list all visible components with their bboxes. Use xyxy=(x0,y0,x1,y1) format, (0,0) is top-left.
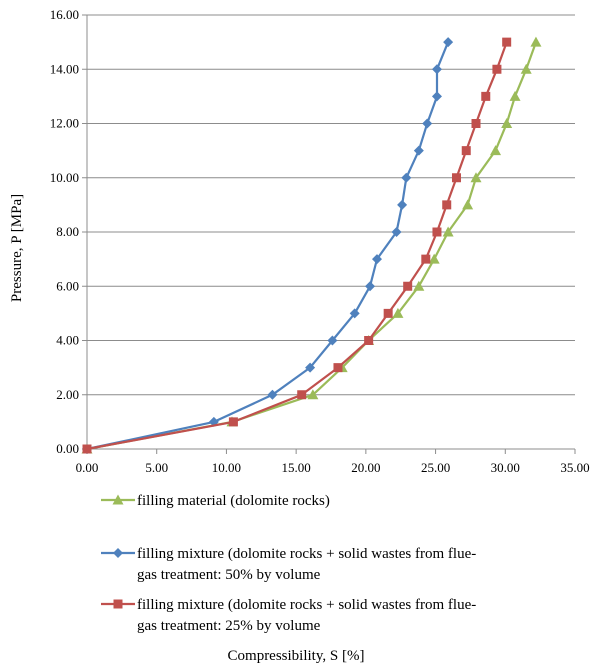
legend-marker xyxy=(113,599,123,609)
series-diamond xyxy=(82,37,454,454)
data-point xyxy=(392,307,404,318)
y-tick-label: 6.00 xyxy=(56,278,79,293)
data-point xyxy=(492,64,502,74)
y-tick-label: 14.00 xyxy=(50,61,79,76)
data-point xyxy=(462,199,474,210)
legend-entry: filling mixture (dolomite rocks + solid … xyxy=(101,546,476,583)
legend-label: filling mixture (dolomite rocks + solid … xyxy=(137,597,476,613)
legend-entry: filling material (dolomite rocks) xyxy=(101,493,330,509)
series-line xyxy=(86,41,508,451)
data-point xyxy=(442,200,452,210)
x-tick-label: 15.00 xyxy=(282,460,311,475)
legend-label: filling material (dolomite rocks) xyxy=(137,493,330,509)
data-point xyxy=(443,37,454,48)
legend: filling material (dolomite rocks) filling… xyxy=(101,493,476,634)
data-point xyxy=(327,335,338,346)
series-triangle xyxy=(81,36,542,454)
series-square xyxy=(82,37,512,454)
y-axis-title: Pressure, P [MPa] xyxy=(9,194,25,302)
y-tick-label: 10.00 xyxy=(50,170,79,185)
data-point xyxy=(442,226,454,237)
data-point xyxy=(305,362,316,373)
y-tick-label: 4.00 xyxy=(56,333,79,348)
data-point xyxy=(470,172,482,183)
data-point xyxy=(428,253,440,264)
data-point xyxy=(502,37,512,47)
data-point xyxy=(397,199,408,210)
data-point xyxy=(349,308,360,319)
data-point xyxy=(490,145,502,156)
data-point xyxy=(372,254,383,265)
data-point xyxy=(431,64,442,75)
axes xyxy=(82,14,576,454)
x-tick-label: 0.00 xyxy=(76,460,99,475)
data-point xyxy=(403,281,413,291)
data-point xyxy=(471,119,481,128)
y-tick-label: 16.00 xyxy=(50,7,79,22)
data-point xyxy=(422,118,433,129)
data-point xyxy=(267,389,278,400)
series-group xyxy=(81,36,542,454)
legend-entry: filling mixture (dolomite rocks + solid … xyxy=(101,597,476,634)
legend-label: gas treatment: 50% by volume xyxy=(137,567,321,583)
x-tick-label: 10.00 xyxy=(212,460,241,475)
x-tick-label: 25.00 xyxy=(421,460,450,475)
x-tick-label: 35.00 xyxy=(560,460,589,475)
data-point xyxy=(451,173,461,183)
data-point xyxy=(501,118,513,128)
y-tick-label: 0.00 xyxy=(56,441,79,456)
data-point xyxy=(228,417,238,427)
y-tick-label: 8.00 xyxy=(56,224,79,239)
legend-label: filling mixture (dolomite rocks + solid … xyxy=(137,546,476,562)
data-point xyxy=(520,63,532,74)
x-tick-label: 30.00 xyxy=(491,460,520,475)
data-point xyxy=(421,254,431,264)
legend-marker xyxy=(112,494,124,505)
data-point xyxy=(82,444,92,454)
data-point xyxy=(391,227,402,237)
data-point xyxy=(365,281,376,292)
data-point xyxy=(401,172,412,183)
legend-marker xyxy=(113,548,123,558)
x-axis-title: Compressibility, S [%] xyxy=(228,648,365,664)
y-tick-label: 12.00 xyxy=(50,116,79,131)
data-point xyxy=(413,280,425,291)
data-point xyxy=(383,308,393,318)
x-tick-label: 5.00 xyxy=(145,460,168,475)
data-point xyxy=(307,389,319,400)
series-line xyxy=(86,41,450,451)
x-tick-label: 20.00 xyxy=(351,460,380,475)
tick-labels: 0.00 2.00 4.00 6.00 8.00 10.00 12.00 14.00 16.00… xyxy=(50,7,590,475)
legend-label: gas treatment: 25% by volume xyxy=(137,618,321,634)
data-point xyxy=(413,145,424,156)
y-tick-label: 2.00 xyxy=(56,387,79,402)
data-point xyxy=(432,227,442,237)
data-point xyxy=(297,390,307,400)
data-point xyxy=(333,363,343,373)
data-point xyxy=(530,36,542,47)
data-point xyxy=(509,90,521,101)
data-point xyxy=(364,336,374,345)
grid xyxy=(87,14,575,396)
data-point xyxy=(481,91,491,101)
data-point xyxy=(431,91,442,102)
series-line xyxy=(86,41,538,451)
data-point xyxy=(461,146,471,156)
